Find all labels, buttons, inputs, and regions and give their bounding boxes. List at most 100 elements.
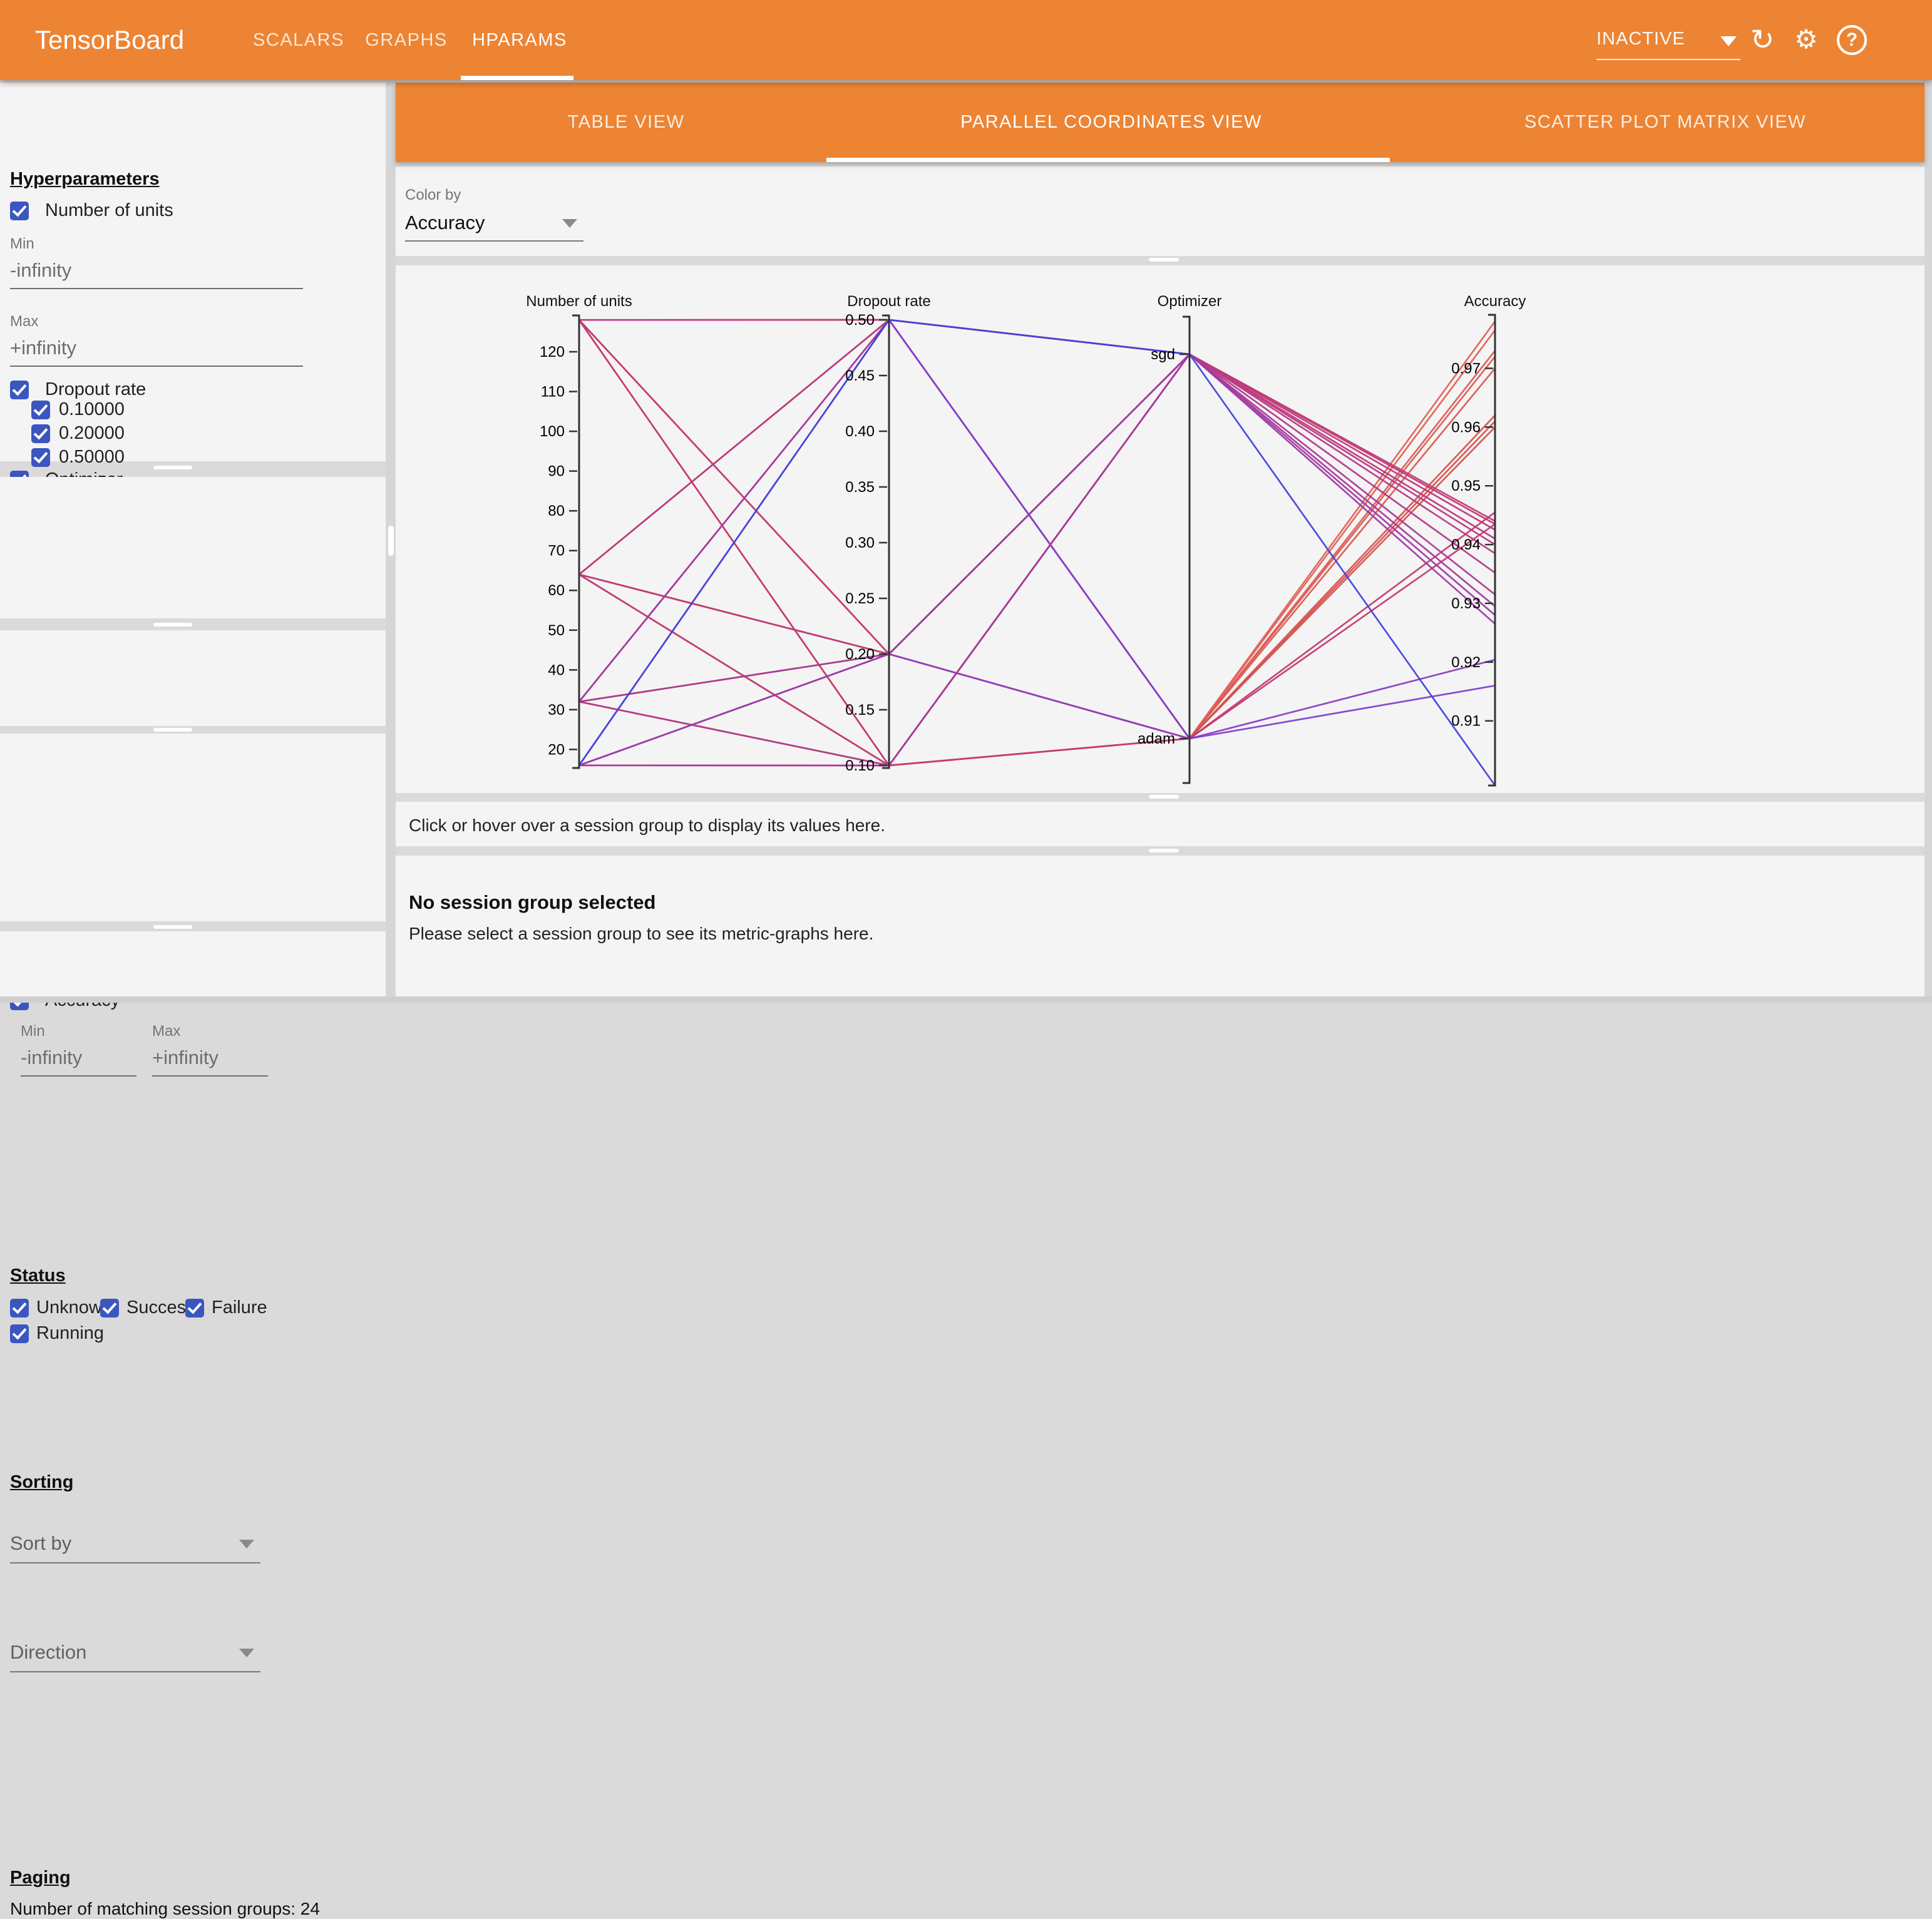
tick-label: 0.96	[1451, 419, 1481, 436]
direction-dropdown[interactable]: Direction	[10, 1641, 260, 1672]
main-scrollbar-track[interactable]	[1924, 80, 1932, 1003]
status-checkbox[interactable]	[100, 1298, 119, 1318]
run-selector-caret-icon[interactable]	[1720, 36, 1737, 46]
help-icon[interactable]: ?	[1837, 25, 1867, 55]
refresh-icon[interactable]: ↻	[1750, 23, 1775, 56]
metric-min-input[interactable]	[21, 1046, 136, 1077]
hparam-number-of-units[interactable]: Number of units	[10, 200, 173, 221]
tick-label: 0.20	[845, 646, 875, 663]
sidebar-scrollbar-thumb[interactable]	[388, 526, 394, 556]
dropout-rate-option-checkbox[interactable]	[31, 448, 50, 467]
active-tab-underline	[461, 76, 573, 80]
axis-line[interactable]	[1183, 315, 1191, 784]
session-group-line[interactable]	[578, 353, 1496, 767]
tab-scatter-plot-matrix-view[interactable]: SCATTER PLOT MATRIX VIEW	[1524, 112, 1807, 132]
axis-line[interactable]	[1488, 314, 1496, 787]
session-group-line[interactable]	[578, 350, 1496, 767]
status-checkbox[interactable]	[10, 1324, 29, 1343]
tick-label: 50	[548, 622, 565, 639]
main-splitter-handle[interactable]	[1149, 849, 1179, 852]
dropout-rate-option-checkbox[interactable]	[31, 400, 50, 419]
session-group-line[interactable]	[578, 353, 1496, 655]
tick-label: 0.91	[1451, 713, 1481, 730]
tick-label: 40	[548, 662, 565, 678]
session-group-line[interactable]	[578, 511, 1496, 767]
active-view-underline	[826, 158, 1390, 162]
sidebar-splitter-handle[interactable]	[153, 728, 192, 732]
session-group-line[interactable]	[578, 318, 1496, 766]
units-min-input[interactable]	[10, 259, 303, 289]
dropout-rate-option[interactable]: 0.10000	[31, 399, 125, 420]
main-splitter-handle[interactable]	[1149, 258, 1179, 262]
toolbar-tab-graphs[interactable]: GRAPHS	[365, 30, 448, 50]
status-option-failure[interactable]: Failure	[185, 1297, 285, 1318]
run-selector-value[interactable]: INACTIVE	[1596, 29, 1685, 49]
status-option-running[interactable]: Running	[10, 1323, 104, 1344]
tick-label: 20	[548, 741, 565, 758]
paging-summary: Number of matching session groups: 24	[10, 1899, 320, 1918]
tab-parallel-coordinates-view[interactable]: PARALLEL COORDINATES VIEW	[960, 112, 1262, 132]
session-group-line[interactable]	[578, 319, 1496, 767]
session-group-line[interactable]	[578, 319, 1496, 702]
sidebar-splitter-handle[interactable]	[153, 925, 192, 929]
gear-icon[interactable]: ⚙	[1794, 24, 1818, 54]
session-group-line[interactable]	[578, 319, 1496, 546]
dropout-rate-option[interactable]: 0.20000	[31, 423, 125, 444]
dropout-rate-option-label: 0.10000	[59, 399, 125, 419]
session-group-line[interactable]	[578, 319, 1496, 786]
hparam-dropout-rate[interactable]: Dropout rate	[10, 379, 146, 400]
session-group-line[interactable]	[578, 319, 1496, 767]
tab-table-view[interactable]: TABLE VIEW	[567, 112, 685, 132]
status-checkbox[interactable]	[185, 1298, 204, 1318]
dropout-rate-option-label: 0.50000	[59, 447, 125, 467]
metric-max-input[interactable]	[152, 1046, 268, 1077]
number-of-units-checkbox[interactable]	[10, 201, 29, 220]
number-of-units-label: Number of units	[45, 200, 173, 220]
tick-label: adam	[1138, 730, 1175, 747]
axis-title: Dropout rate	[847, 293, 930, 310]
app-title: TensorBoard	[35, 25, 185, 54]
session-values-panel: Click or hover over a session group to d…	[396, 802, 1924, 846]
status-option-success[interactable]: Success	[100, 1297, 195, 1318]
color-by-value: Accuracy	[405, 212, 485, 233]
session-group-line[interactable]	[578, 421, 1496, 767]
axis-accuracy[interactable]: Accuracy 0.91 0.92 0.93 0.94 0.95 0.96 0.97	[1451, 293, 1526, 787]
axis-line[interactable]	[572, 314, 580, 769]
dropout-rate-option-checkbox[interactable]	[31, 424, 50, 443]
metric-min-label: Min	[21, 1023, 45, 1040]
sort-by-dropdown[interactable]: Sort by	[10, 1532, 260, 1563]
axis-number-of-units[interactable]: Number of units 20 30 40 50 60 70 80 90 100 110 120	[526, 293, 632, 769]
color-by-dropdown[interactable]: Accuracy	[405, 212, 583, 242]
axis-line[interactable]	[882, 314, 890, 769]
status-options-list: Unknown Success Failure Running	[10, 1297, 293, 1344]
main-splitter-handle[interactable]	[1149, 795, 1179, 799]
axis-dropout-rate[interactable]: Dropout rate 0.10 0.15 0.20 0.25 0.30 0.35 0.40…	[845, 293, 930, 774]
dropout-options-list: 0.10000 0.20000 0.50000	[31, 399, 125, 471]
color-by-label: Color by	[405, 187, 461, 203]
color-by-panel: Color by Accuracy	[396, 166, 1924, 256]
status-option-unknown[interactable]: Unknown	[10, 1297, 112, 1318]
toolbar-tab-hparams[interactable]: HPARAMS	[472, 30, 567, 50]
axis-optimizer[interactable]: Optimizer sgd adam	[1138, 293, 1221, 784]
toolbar-tab-scalars[interactable]: SCALARS	[253, 30, 344, 50]
tick-label: 0.30	[845, 535, 875, 551]
hyperparameters-title: Hyperparameters	[10, 169, 160, 189]
tick-label: 0.95	[1451, 478, 1481, 494]
dropout-rate-option[interactable]: 0.50000	[31, 447, 125, 468]
bottom-scrollbar-track[interactable]	[0, 996, 1932, 1003]
sidebar-splitter-handle[interactable]	[153, 466, 192, 469]
sidebar-splitter-handle[interactable]	[153, 623, 192, 627]
tick-label: 0.94	[1451, 536, 1481, 553]
axis-title: Accuracy	[1464, 293, 1526, 310]
dropout-rate-checkbox[interactable]	[10, 380, 29, 399]
parallel-coordinates-chart[interactable]: Number of units 20 30 40 50 60 70 80 90 100 110 120…	[396, 265, 1924, 793]
paging-panel: Paging Number of matching session groups…	[0, 931, 386, 1918]
axis-title: Number of units	[526, 293, 632, 310]
session-group-line[interactable]	[578, 353, 1496, 767]
hyperparameters-panel: Hyperparameters Number of units Min Max …	[0, 83, 386, 533]
parallel-coordinates-panel: Number of units 20 30 40 50 60 70 80 90 100 110 120…	[396, 265, 1924, 793]
units-max-input[interactable]	[10, 337, 303, 367]
empty-state-subtitle: Please select a session group to see its…	[409, 924, 874, 943]
status-checkbox[interactable]	[10, 1298, 29, 1318]
tick-label: 80	[548, 503, 565, 519]
